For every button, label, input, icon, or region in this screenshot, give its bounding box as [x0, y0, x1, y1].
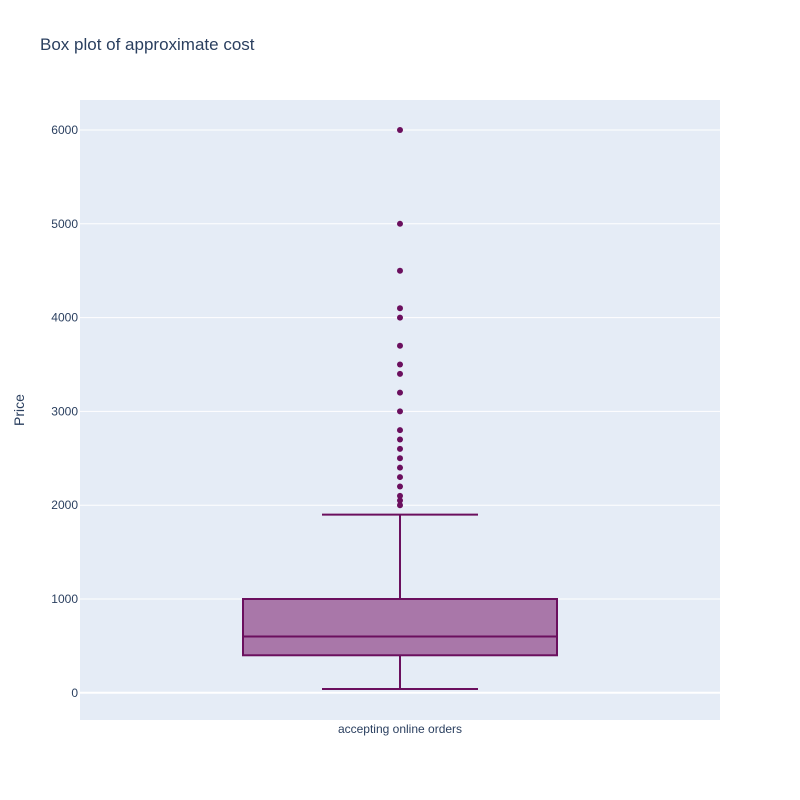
outlier-point-9 — [397, 427, 403, 434]
y-tick-label-1000: 1000 — [51, 592, 78, 606]
x-tick-labels: accepting online orders — [338, 722, 462, 736]
outlier-point-19 — [397, 127, 403, 134]
outlier-point-5 — [397, 464, 403, 471]
outlier-point-11 — [397, 389, 403, 396]
y-tick-label-2000: 2000 — [51, 498, 78, 512]
y-tick-label-3000: 3000 — [51, 404, 78, 418]
outlier-point-7 — [397, 445, 403, 452]
chart-title: Box plot of approximate cost — [40, 35, 255, 54]
outlier-point-4 — [397, 474, 403, 481]
outlier-point-14 — [397, 342, 403, 349]
y-tick-label-4000: 4000 — [51, 311, 78, 325]
outlier-point-17 — [397, 267, 403, 274]
outlier-point-12 — [397, 370, 403, 377]
outlier-point-13 — [397, 361, 403, 368]
outlier-point-15 — [397, 314, 403, 321]
outlier-point-3 — [397, 483, 403, 490]
y-tick-label-6000: 6000 — [51, 123, 78, 137]
outlier-point-0 — [397, 502, 403, 509]
outlier-point-1 — [397, 497, 403, 504]
outlier-point-8 — [397, 436, 403, 443]
box-series — [242, 127, 558, 691]
y-axis-title: Price — [11, 394, 27, 426]
y-tick-label-5000: 5000 — [51, 217, 78, 231]
outlier-point-18 — [397, 220, 403, 227]
outlier-point-16 — [397, 305, 403, 312]
outlier-point-10 — [397, 408, 403, 415]
outlier-point-2 — [397, 492, 403, 499]
outlier-point-6 — [397, 455, 403, 462]
x-tick-label-0: accepting online orders — [338, 722, 462, 736]
iqr-box — [242, 598, 558, 657]
y-tick-label-0: 0 — [71, 686, 78, 700]
y-tick-labels: 0 1000 2000 3000 4000 5000 6000 — [51, 123, 78, 700]
